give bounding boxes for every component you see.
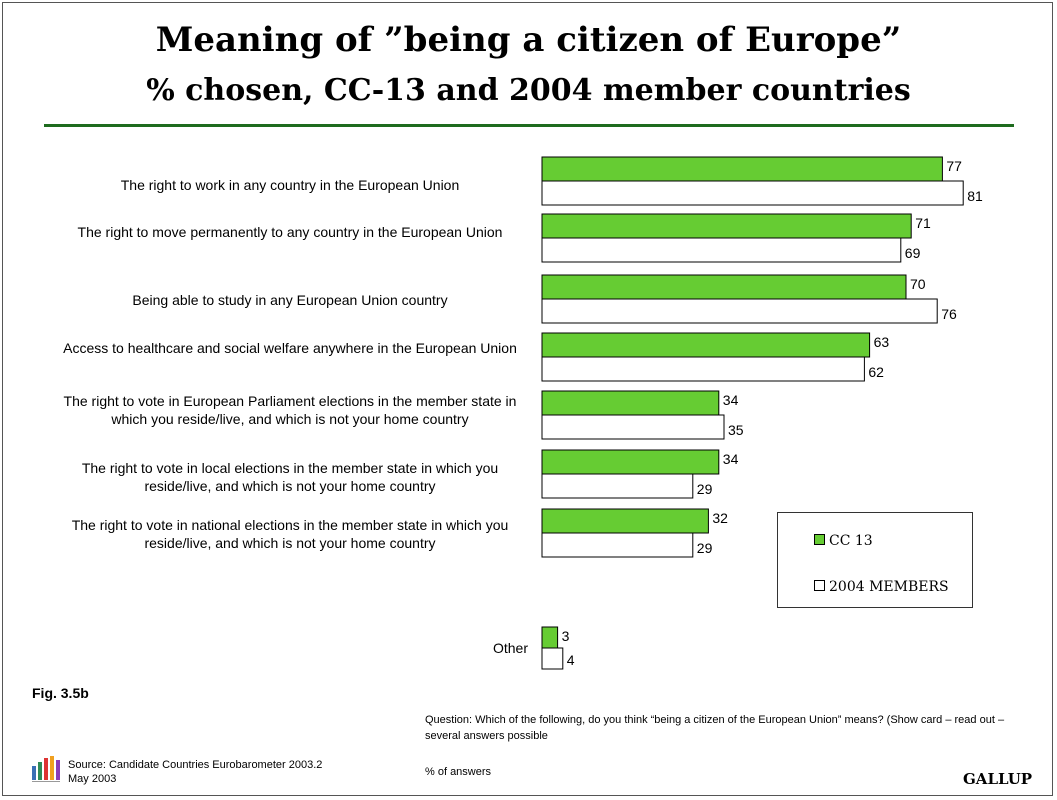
data-label: 29: [697, 481, 713, 497]
source-note: Source: Candidate Countries Eurobaromete…: [68, 758, 368, 786]
data-label: 70: [910, 276, 926, 292]
data-label: 32: [712, 510, 728, 526]
bar-cc13: [541, 156, 943, 182]
legend-item-2004-members: 2004 MEMBERS: [814, 579, 949, 595]
bar-cc13: [541, 390, 720, 416]
bar-2004-members: [541, 298, 938, 324]
legend: CC 13 2004 MEMBERS: [777, 512, 973, 608]
eurobarometer-logo-icon: [32, 756, 60, 782]
chart-subtitle: % chosen, CC-13 and 2004 member countrie…: [146, 73, 911, 108]
chart-title: Meaning of ”being a citizen of Europe”: [155, 20, 902, 60]
data-label: 3: [562, 628, 570, 644]
legend-swatch-2004-members: [814, 580, 825, 591]
category-label: The right to vote in national elections …: [71, 517, 509, 551]
legend-swatch-cc13: [814, 534, 825, 545]
legend-item-cc13: CC 13: [814, 533, 873, 549]
bar-2004-members: [541, 532, 694, 558]
bar-cc13: [541, 274, 907, 300]
data-label: 71: [915, 215, 931, 231]
data-label: 34: [723, 392, 739, 408]
bar-2004-members: [541, 473, 694, 499]
bar-2004-members: [541, 414, 725, 440]
bar-2004-members: [541, 647, 564, 670]
bar-cc13: [541, 449, 720, 475]
category-label: The right to vote in European Parliament…: [63, 393, 517, 427]
category-label: Being able to study in any European Unio…: [132, 292, 448, 308]
category-label: Other: [492, 640, 528, 656]
legend-label-cc13: CC 13: [829, 533, 873, 549]
data-label: 77: [946, 158, 962, 174]
category-label: The right to work in any country in the …: [120, 177, 460, 193]
data-label: 63: [874, 334, 890, 350]
bar-2004-members: [541, 356, 865, 382]
bar-2004-members: [541, 180, 964, 206]
source-date: May 2003: [68, 773, 117, 785]
bar-cc13: [541, 508, 709, 534]
source-line: Source: Candidate Countries Eurobaromete…: [68, 759, 323, 771]
brand-label: GALLUP: [963, 770, 1033, 788]
category-label: The right to move permanently to any cou…: [77, 224, 503, 240]
figure-number: Fig. 3.5b: [32, 685, 89, 701]
category-label: Access to healthcare and social welfare …: [63, 340, 517, 356]
data-label: 62: [868, 364, 884, 380]
bar-cc13: [541, 213, 912, 239]
bar-cc13: [541, 332, 871, 358]
data-label: 4: [567, 652, 575, 668]
data-label: 35: [728, 422, 744, 438]
title-divider: [44, 124, 1014, 127]
legend-label-2004-members: 2004 MEMBERS: [829, 579, 949, 595]
survey-question: Question: Which of the following, do you…: [425, 714, 1005, 742]
data-label: 76: [941, 306, 957, 322]
data-label: 34: [723, 451, 739, 467]
category-label: The right to vote in local elections in …: [81, 460, 499, 494]
data-label: 69: [905, 245, 921, 261]
bar-2004-members: [541, 237, 902, 263]
bar-cc13: [541, 626, 559, 649]
unit-note: % of answers: [425, 766, 492, 778]
data-label: 81: [967, 188, 983, 204]
data-label: 29: [697, 540, 713, 556]
